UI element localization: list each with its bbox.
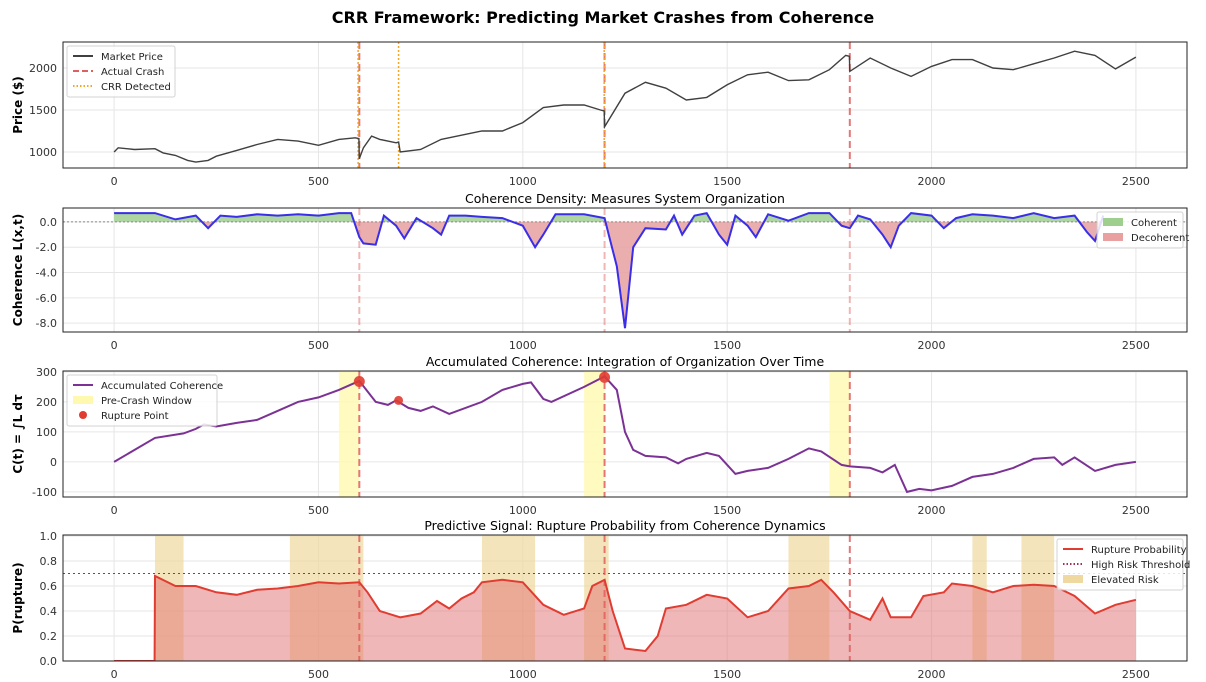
x-tick-label: 1000: [509, 175, 537, 188]
subplot-title: Accumulated Coherence: Integration of Or…: [426, 354, 825, 369]
rupture-point: [353, 376, 365, 387]
y-tick-label: 1500: [29, 104, 57, 117]
legend-label: Rupture Point: [101, 411, 169, 422]
subplot-1: 0 500 1000 1500 2000 2500 1000 1500 2000 Price ($…: [11, 41, 1188, 188]
x-tick-label: 2000: [918, 504, 946, 517]
legend-marker: [79, 411, 87, 419]
y-tick-label: 300: [36, 366, 57, 379]
legend-label: Market Price: [101, 52, 163, 63]
y-tick-label: 0: [50, 456, 57, 469]
plot-area: [63, 42, 1187, 168]
x-tick-label: 1000: [509, 504, 537, 517]
x-tick-label: 2000: [918, 668, 946, 681]
axes-frame: [62, 370, 1188, 498]
legend: Rupture Probability High Risk Threshold El…: [1056, 538, 1190, 591]
legend-box: [66, 374, 218, 427]
y-tick-label: 0.8: [40, 555, 58, 568]
rupture-point: [599, 371, 611, 383]
legend-swatch: [1103, 218, 1123, 226]
y-tick-label: 2000: [29, 62, 57, 75]
plot-area: [63, 208, 1187, 332]
x-tick-label: 500: [308, 339, 329, 352]
y-tick-label: 200: [36, 396, 57, 409]
probability-fill: [114, 576, 1136, 661]
x-tick-label: 2500: [1122, 504, 1150, 517]
subplot-4: 0 500 1000 1500 2000 2500 0.0 0.2 0.4 0.6 0.8 1.0 Pr…: [11, 518, 1190, 681]
y-axis-label: Price ($): [11, 76, 25, 134]
x-tick-label: 1500: [713, 175, 741, 188]
x-tick-label: 0: [111, 504, 118, 517]
subplot-2: 0 500 1000 1500 2000 2500 0.0 -2.0 -4.0 -6.0 -8.0 C…: [11, 191, 1189, 352]
y-tick-label: 0.2: [40, 630, 58, 643]
x-tick-label: 1000: [509, 668, 537, 681]
legend-swatch: [1103, 233, 1123, 241]
y-tick-label: -6.0: [36, 292, 57, 305]
pre-crash-window: [829, 371, 850, 497]
pre-crash-window: [338, 371, 360, 497]
legend-label: Accumulated Coherence: [101, 381, 223, 392]
x-tick-label: 1500: [713, 668, 741, 681]
y-tick-label: 0.4: [40, 605, 58, 618]
legend-label: Decoherent: [1131, 233, 1189, 244]
pre-crash-window: [584, 371, 605, 497]
legend-box: [66, 45, 176, 98]
legend-box: [1056, 538, 1184, 591]
series-line: [113, 50, 1137, 163]
series-line: [113, 375, 1137, 494]
y-tick-label: 1000: [29, 146, 57, 159]
x-tick-label: 500: [308, 504, 329, 517]
legend-label: Pre-Crash Window: [101, 396, 192, 407]
y-tick-label: 1.0: [40, 530, 58, 543]
y-tick-label: -8.0: [36, 317, 57, 330]
y-tick-label: 0.0: [40, 655, 58, 668]
plot-area: [63, 535, 1187, 661]
y-tick-label: -4.0: [36, 267, 57, 280]
x-tick-label: 2500: [1122, 339, 1150, 352]
x-tick-label: 2500: [1122, 175, 1150, 188]
legend-swatch: [73, 396, 93, 404]
x-tick-label: 2500: [1122, 668, 1150, 681]
y-tick-label: 100: [36, 426, 57, 439]
axes-frame: [62, 41, 1188, 169]
y-tick-label: -2.0: [36, 241, 57, 254]
series-line: [114, 211, 1105, 329]
x-tick-label: 0: [111, 339, 118, 352]
x-tick-label: 1000: [509, 339, 537, 352]
x-tick-label: 2000: [918, 339, 946, 352]
legend: Accumulated Coherence Pre-Crash Window Rup…: [66, 374, 223, 427]
y-tick-label: 0.0: [40, 216, 58, 229]
legend: Coherent Decoherent: [1096, 211, 1189, 249]
plot-area: [63, 371, 1187, 497]
y-tick-label: 0.6: [40, 580, 58, 593]
x-tick-label: 1500: [713, 504, 741, 517]
y-axis-label: P(rupture): [11, 562, 25, 633]
series-line: [114, 574, 1137, 661]
legend-label: Elevated Risk: [1091, 575, 1159, 586]
y-axis-label: Coherence L(x,t): [11, 214, 25, 326]
x-tick-label: 0: [111, 175, 118, 188]
subplot-3: 0 500 1000 1500 2000 2500 -100 0 100 200 300 Accumu…: [11, 354, 1188, 517]
x-tick-label: 0: [111, 668, 118, 681]
axes-frame: [62, 207, 1188, 333]
x-tick-label: 500: [308, 668, 329, 681]
subplot-title: Predictive Signal: Rupture Probability f…: [424, 518, 825, 533]
axes-frame: [62, 534, 1188, 662]
x-tick-label: 2000: [918, 175, 946, 188]
rupture-point: [394, 395, 404, 405]
subplot-title: Coherence Density: Measures System Organ…: [465, 191, 785, 206]
figure-title: CRR Framework: Predicting Market Crashes…: [332, 8, 875, 27]
x-tick-label: 1500: [713, 339, 741, 352]
legend-label: Coherent: [1131, 218, 1177, 229]
legend-label: Actual Crash: [101, 67, 164, 78]
legend-label: CRR Detected: [101, 82, 171, 93]
legend: Market Price Actual Crash CRR Detected: [66, 45, 176, 98]
y-axis-label: C(t) = ∫L dτ: [11, 394, 25, 474]
legend-label: High Risk Threshold: [1091, 560, 1190, 571]
legend-label: Rupture Probability: [1091, 545, 1187, 556]
y-tick-label: -100: [32, 486, 57, 499]
legend-swatch: [1063, 575, 1083, 583]
x-tick-label: 500: [308, 175, 329, 188]
